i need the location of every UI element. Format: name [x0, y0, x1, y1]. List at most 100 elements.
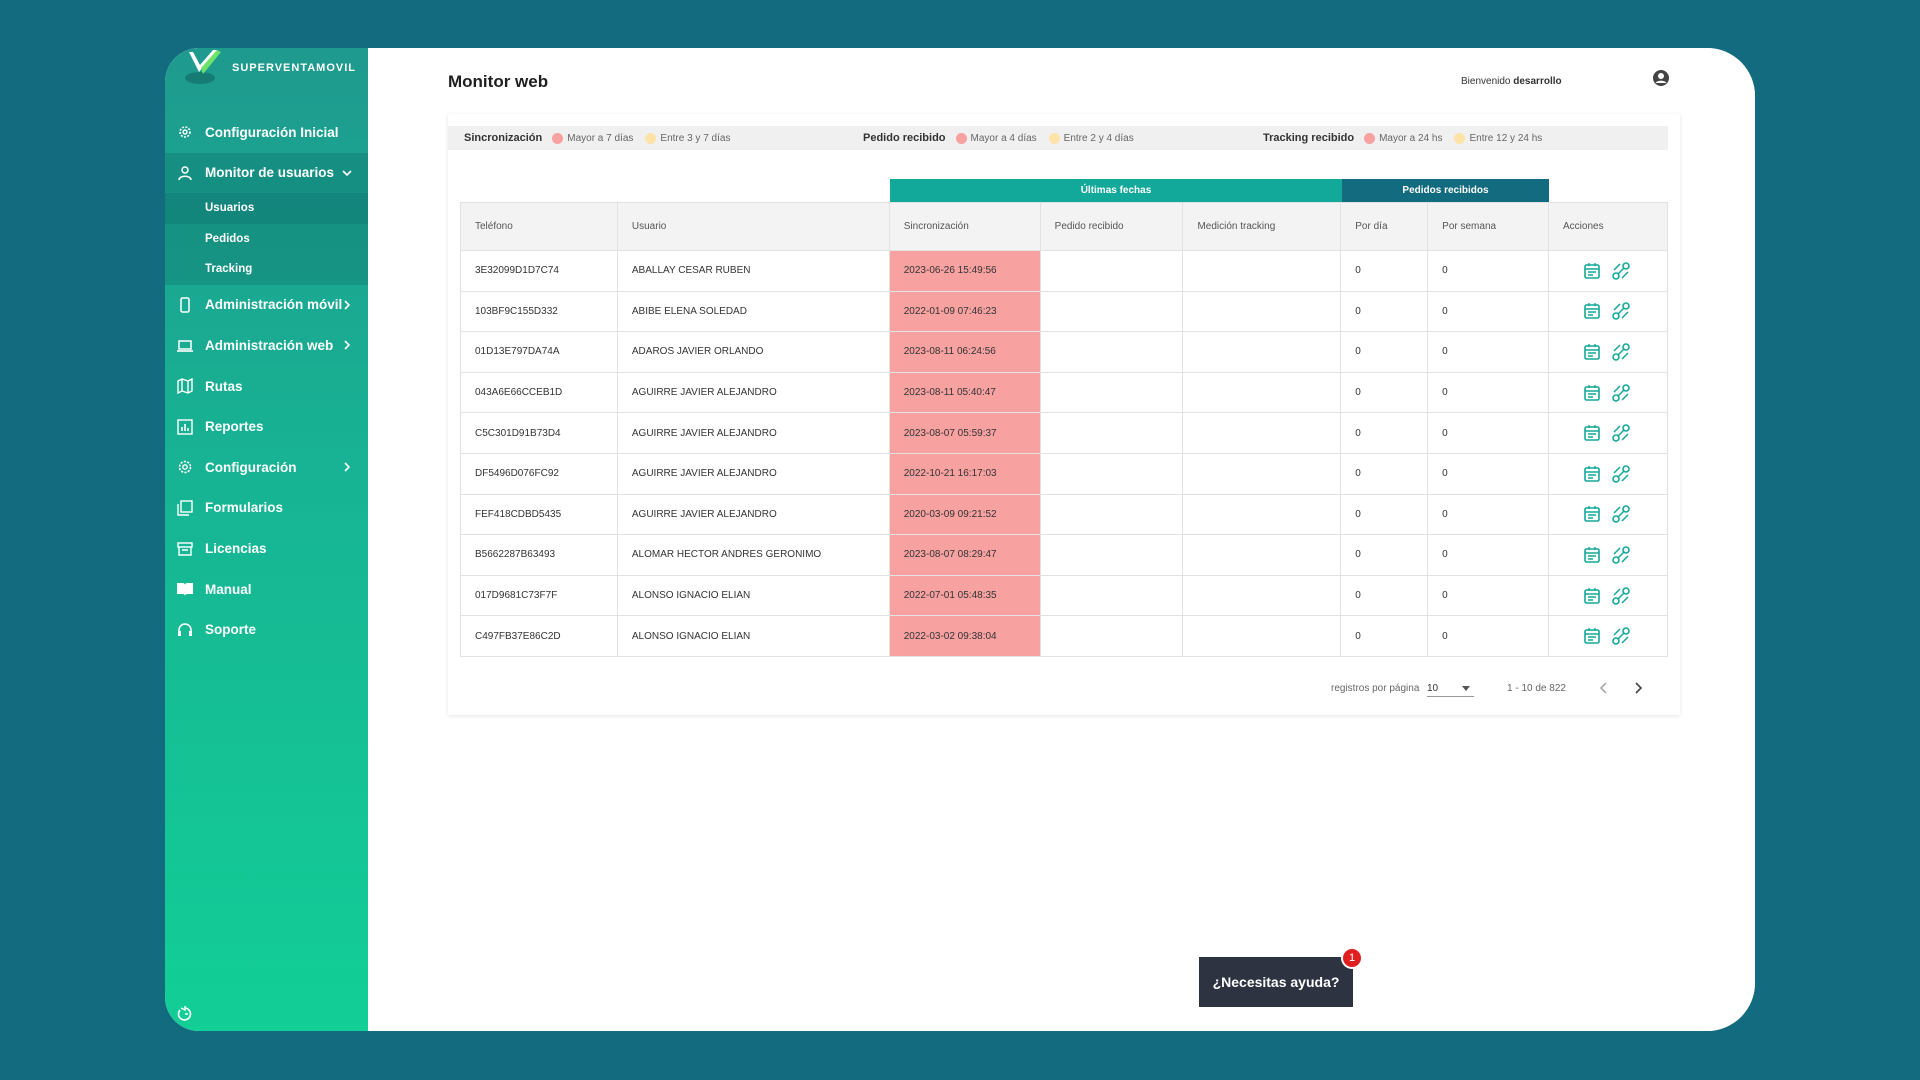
sidebar-item-formularios[interactable]: Formularios — [165, 488, 368, 529]
table-row[interactable]: DF5496D076FC92 AGUIRRE JAVIER ALEJANDRO 20… — [460, 452, 1668, 495]
sidebar-item-label: Configuración Inicial — [205, 124, 339, 140]
table-row[interactable]: 103BF9C155D332 ABIBE ELENA SOLEDAD 2022-01… — [460, 290, 1668, 333]
sidebar-item-monitor-de-usuarios[interactable]: Monitor de usuarios — [165, 152, 368, 194]
calendar-icon[interactable] — [1583, 505, 1601, 523]
cell-por-dia: 0 — [1340, 534, 1429, 576]
sidebar-item-configuracion-inicial[interactable]: Configuración Inicial — [165, 112, 368, 153]
welcome-text: Bienvenido desarrollo — [1461, 76, 1562, 87]
route-icon[interactable] — [1611, 464, 1630, 483]
cell-usuario: ALONSO IGNACIO ELIAN — [616, 574, 890, 617]
book-icon — [176, 580, 194, 598]
table-row[interactable]: B5662287B63493 ALOMAR HECTOR ANDRES GERON… — [460, 534, 1668, 576]
sidebar: SUPERVENTAMOVIL Configuración Inicial Mo… — [165, 48, 368, 1031]
sidebar-item-rutas[interactable]: Rutas — [165, 366, 368, 407]
column-header[interactable]: Por semana — [1427, 202, 1550, 251]
table-row[interactable]: 01D13E797DA74A ADAROS JAVIER ORLANDO 2023-… — [460, 331, 1668, 373]
route-icon[interactable] — [1611, 343, 1630, 361]
route-icon[interactable] — [1611, 424, 1630, 442]
band-pedidos-recibidos: Pedidos recibidos — [1342, 179, 1549, 202]
column-header: Acciones — [1548, 202, 1668, 251]
cell-por-dia: 0 — [1340, 615, 1429, 657]
route-icon[interactable] — [1611, 302, 1630, 321]
route-icon[interactable] — [1611, 586, 1630, 605]
band-ultimas-fechas: Últimas fechas — [890, 179, 1342, 202]
column-header[interactable]: Por día — [1340, 202, 1429, 251]
brand-logo[interactable]: SUPERVENTAMOVIL — [183, 48, 368, 88]
calendar-icon[interactable] — [1583, 627, 1601, 645]
chevron-down-icon — [340, 166, 354, 180]
row-actions — [1563, 383, 1667, 402]
sidebar-item-reportes[interactable]: Reportes — [165, 406, 368, 447]
route-icon[interactable] — [1611, 627, 1630, 645]
sidebar-item-manual[interactable]: Manual — [165, 569, 368, 610]
cell-medicion-tracking — [1182, 331, 1342, 373]
calendar-icon[interactable] — [1583, 587, 1601, 605]
monitor-card: Sincronización Mayor a 7 días Entre 3 y … — [448, 114, 1680, 715]
route-icon[interactable] — [1611, 261, 1630, 280]
cell-pedido-recibido — [1039, 615, 1184, 657]
calendar-icon[interactable] — [1583, 384, 1601, 402]
headset-icon — [176, 621, 194, 639]
calendar-icon[interactable] — [1583, 546, 1601, 564]
sidebar-item-administracion-movil[interactable]: Administración móvil — [165, 285, 368, 326]
table-row[interactable]: FEF418CDBD5435 AGUIRRE JAVIER ALEJANDRO 20… — [460, 493, 1668, 536]
table-row[interactable]: 043A6E66CCEB1D AGUIRRE JAVIER ALEJANDRO 20… — [460, 371, 1668, 414]
chart-icon — [176, 418, 194, 436]
sidebar-nav: Configuración Inicial Monitor de usuario… — [165, 112, 368, 650]
help-button[interactable]: ¿Necesitas ayuda? — [1199, 957, 1353, 1007]
rows-per-page-label: registros por página — [1331, 683, 1420, 694]
table-row[interactable]: 3E32099D1D7C74 ABALLAY CESAR RUBEN 2023-06… — [460, 250, 1668, 292]
calendar-icon[interactable] — [1583, 302, 1601, 320]
sidebar-submenu-monitor: Usuarios Pedidos Tracking — [165, 193, 368, 285]
sidebar-subitem-usuarios[interactable]: Usuarios — [165, 193, 368, 224]
notification-badge: 1 — [1341, 947, 1363, 969]
cell-sincronizacion: 2022-10-21 16:17:03 — [888, 452, 1041, 495]
cell-pedido-recibido — [1039, 534, 1184, 576]
cell-sincronizacion: 2023-08-11 06:24:56 — [888, 331, 1041, 373]
calendar-icon[interactable] — [1583, 465, 1601, 483]
row-actions — [1563, 505, 1667, 524]
cell-medicion-tracking — [1182, 493, 1342, 536]
column-header[interactable]: Medición tracking — [1182, 202, 1342, 251]
route-icon[interactable] — [1611, 505, 1630, 524]
pagination: registros por página 10 1 - 10 de 822 — [448, 679, 1680, 699]
cell-usuario: AGUIRRE JAVIER ALEJANDRO — [616, 371, 890, 414]
sidebar-item-licencias[interactable]: Licencias — [165, 528, 368, 569]
calendar-icon[interactable] — [1583, 343, 1601, 361]
sidebar-item-soporte[interactable]: Soporte — [165, 609, 368, 650]
table-row[interactable]: C497FB37E86C2D ALONSO IGNACIO ELIAN 2022-0… — [460, 615, 1668, 657]
red-dot-icon — [955, 132, 967, 144]
sidebar-subitem-pedidos[interactable]: Pedidos — [205, 232, 250, 245]
yellow-dot-icon — [1048, 132, 1060, 144]
table-row[interactable]: C5C301D91B73D4 AGUIRRE JAVIER ALEJANDRO 20… — [460, 412, 1668, 454]
previous-page-icon[interactable] — [1595, 679, 1613, 697]
cell-medicion-tracking — [1182, 290, 1342, 333]
chevron-right-icon — [340, 338, 354, 352]
legend-entry: Mayor a 24 hs — [1364, 132, 1442, 144]
red-dot-icon — [552, 132, 564, 144]
sidebar-subitem-tracking[interactable]: Tracking — [205, 263, 253, 276]
rows-per-page-select[interactable]: 10 — [1427, 679, 1474, 697]
logout-icon[interactable] — [176, 1005, 194, 1023]
route-icon[interactable] — [1611, 546, 1630, 564]
sidebar-item-configuracion[interactable]: Configuración — [165, 447, 368, 488]
legend-entry: Entre 12 y 24 hs — [1454, 132, 1542, 144]
cell-por-semana: 0 — [1427, 371, 1550, 414]
row-actions — [1563, 464, 1667, 483]
cell-acciones — [1548, 493, 1668, 536]
calendar-icon[interactable] — [1583, 262, 1601, 280]
table-row[interactable]: 017D9681C73F7F ALONSO IGNACIO ELIAN 2022-0… — [460, 574, 1668, 617]
legend-label: Mayor a 4 días — [970, 132, 1037, 144]
next-page-icon[interactable] — [1629, 679, 1647, 697]
column-header[interactable]: Usuario — [616, 202, 890, 251]
sidebar-item-administracion-web[interactable]: Administración web — [165, 325, 368, 366]
yellow-dot-icon — [645, 132, 657, 144]
calendar-icon[interactable] — [1583, 424, 1601, 442]
cell-sincronizacion: 2022-01-09 07:46:23 — [888, 290, 1041, 333]
column-header[interactable]: Teléfono — [460, 202, 618, 251]
column-header[interactable]: Sincronización — [888, 202, 1041, 251]
route-icon[interactable] — [1611, 383, 1630, 402]
account-circle-icon[interactable] — [1652, 69, 1670, 87]
cell-telefono: FEF418CDBD5435 — [460, 493, 618, 536]
column-header[interactable]: Pedido recibido — [1039, 202, 1184, 251]
